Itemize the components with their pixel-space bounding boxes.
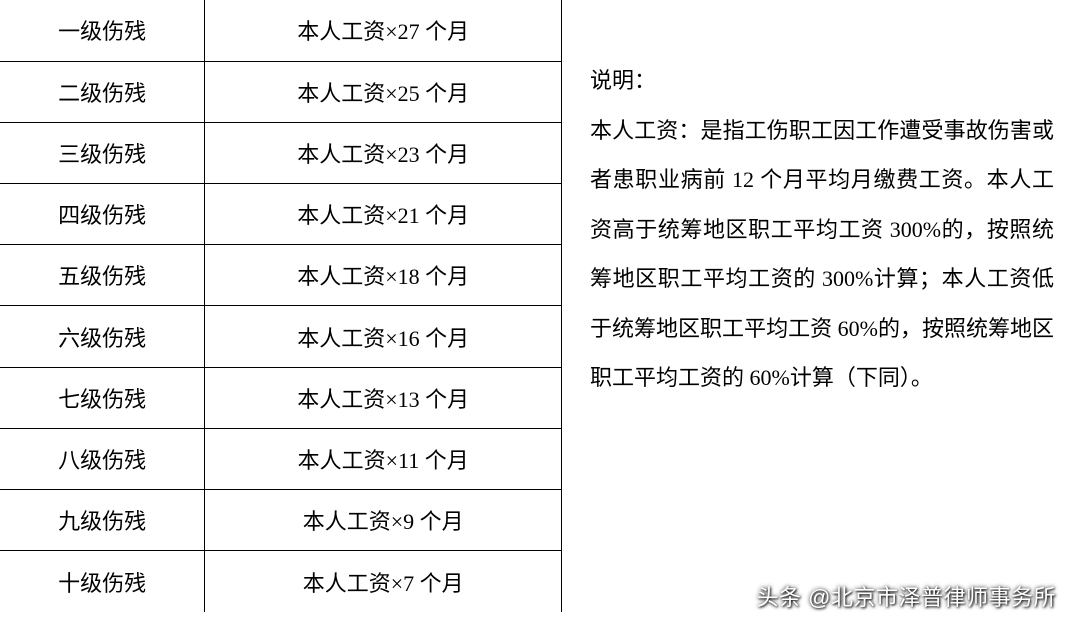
- page-container: 一级伤残 本人工资×27 个月 二级伤残 本人工资×25 个月 三级伤残 本人工…: [0, 0, 1080, 620]
- table-row: 六级伤残 本人工资×16 个月: [0, 306, 562, 367]
- table-row: 一级伤残 本人工资×27 个月: [0, 0, 562, 61]
- formula-cell: 本人工资×23 个月: [205, 122, 562, 183]
- explanation-panel: 说明： 本人工资：是指工伤职工因工作遭受事故伤害或者患职业病前 12 个月平均月…: [562, 0, 1066, 612]
- level-cell: 三级伤残: [0, 122, 205, 183]
- table-row: 四级伤残 本人工资×21 个月: [0, 184, 562, 245]
- level-cell: 九级伤残: [0, 490, 205, 551]
- disability-table-body: 一级伤残 本人工资×27 个月 二级伤残 本人工资×25 个月 三级伤残 本人工…: [0, 0, 562, 612]
- level-cell: 五级伤残: [0, 245, 205, 306]
- table-row: 二级伤残 本人工资×25 个月: [0, 61, 562, 122]
- table-row: 八级伤残 本人工资×11 个月: [0, 428, 562, 489]
- explanation-label: 说明：: [590, 56, 1054, 106]
- table-row: 七级伤残 本人工资×13 个月: [0, 367, 562, 428]
- level-cell: 一级伤残: [0, 0, 205, 61]
- level-cell: 八级伤残: [0, 428, 205, 489]
- table-row: 十级伤残 本人工资×7 个月: [0, 551, 562, 612]
- formula-cell: 本人工资×25 个月: [205, 61, 562, 122]
- level-cell: 十级伤残: [0, 551, 205, 612]
- level-cell: 六级伤残: [0, 306, 205, 367]
- formula-cell: 本人工资×7 个月: [205, 551, 562, 612]
- formula-cell: 本人工资×21 个月: [205, 184, 562, 245]
- level-cell: 二级伤残: [0, 61, 205, 122]
- formula-cell: 本人工资×9 个月: [205, 490, 562, 551]
- disability-table: 一级伤残 本人工资×27 个月 二级伤残 本人工资×25 个月 三级伤残 本人工…: [0, 0, 562, 612]
- formula-cell: 本人工资×27 个月: [205, 0, 562, 61]
- formula-cell: 本人工资×16 个月: [205, 306, 562, 367]
- explanation-body: 本人工资：是指工伤职工因工作遭受事故伤害或者患职业病前 12 个月平均月缴费工资…: [590, 106, 1054, 403]
- formula-cell: 本人工资×11 个月: [205, 428, 562, 489]
- level-cell: 四级伤残: [0, 184, 205, 245]
- attribution-watermark: 头条 @北京市泽普律师事务所: [757, 580, 1056, 612]
- table-row: 五级伤残 本人工资×18 个月: [0, 245, 562, 306]
- table-row: 九级伤残 本人工资×9 个月: [0, 490, 562, 551]
- formula-cell: 本人工资×18 个月: [205, 245, 562, 306]
- table-row: 三级伤残 本人工资×23 个月: [0, 122, 562, 183]
- disability-table-wrap: 一级伤残 本人工资×27 个月 二级伤残 本人工资×25 个月 三级伤残 本人工…: [0, 0, 562, 612]
- formula-cell: 本人工资×13 个月: [205, 367, 562, 428]
- level-cell: 七级伤残: [0, 367, 205, 428]
